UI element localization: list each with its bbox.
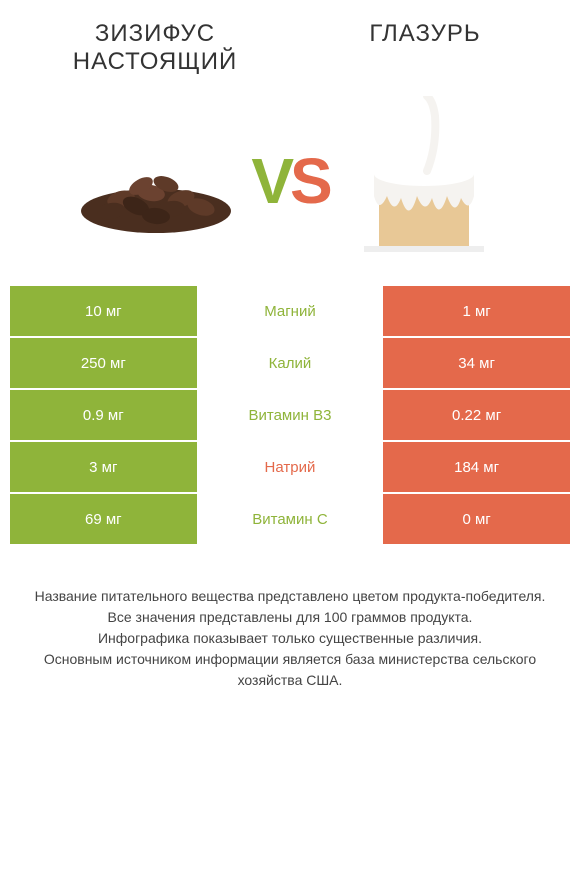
footer-text: Название питательного вещества представл… <box>0 546 580 711</box>
nutrient-label: Калий <box>197 338 384 388</box>
table-row: 69 мгВитамин C0 мг <box>10 494 570 544</box>
right-value: 34 мг <box>383 338 570 388</box>
vs-badge: VS <box>251 144 328 218</box>
footer-line: Основным источником информации является … <box>20 649 560 691</box>
nutrient-table: 10 мгМагний1 мг250 мгКалий34 мг0.9 мгВит… <box>0 286 580 546</box>
left-value: 69 мг <box>10 494 197 544</box>
nutrient-label: Витамин C <box>197 494 384 544</box>
left-value: 10 мг <box>10 286 197 336</box>
right-product-title: ГЛАЗУРЬ <box>290 20 560 76</box>
right-value: 1 мг <box>383 286 570 336</box>
jujube-icon <box>71 121 241 241</box>
images-row: VS <box>0 86 580 286</box>
vs-s: S <box>290 144 329 218</box>
table-row: 3 мгНатрий184 мг <box>10 442 570 492</box>
table-row: 0.9 мгВитамин B30.22 мг <box>10 390 570 440</box>
vs-v: V <box>251 144 290 218</box>
left-value: 0.9 мг <box>10 390 197 440</box>
table-row: 250 мгКалий34 мг <box>10 338 570 388</box>
left-product-title: ЗИЗИФУС НАСТОЯЩИЙ <box>20 20 290 76</box>
right-product-image <box>339 96 509 266</box>
footer-line: Все значения представлены для 100 граммо… <box>20 607 560 628</box>
footer-line: Инфографика показывает только существенн… <box>20 628 560 649</box>
left-value: 250 мг <box>10 338 197 388</box>
footer-line: Название питательного вещества представл… <box>20 586 560 607</box>
header-row: ЗИЗИФУС НАСТОЯЩИЙ ГЛАЗУРЬ <box>0 0 580 86</box>
right-value: 0 мг <box>383 494 570 544</box>
left-value: 3 мг <box>10 442 197 492</box>
right-value: 0.22 мг <box>383 390 570 440</box>
right-value: 184 мг <box>383 442 570 492</box>
nutrient-label: Магний <box>197 286 384 336</box>
left-product-image <box>71 96 241 266</box>
cake-icon <box>339 96 509 266</box>
table-row: 10 мгМагний1 мг <box>10 286 570 336</box>
nutrient-label: Витамин B3 <box>197 390 384 440</box>
nutrient-label: Натрий <box>197 442 384 492</box>
